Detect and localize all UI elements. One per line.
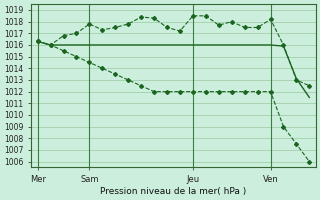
X-axis label: Pression niveau de la mer( hPa ): Pression niveau de la mer( hPa ) (100, 187, 247, 196)
